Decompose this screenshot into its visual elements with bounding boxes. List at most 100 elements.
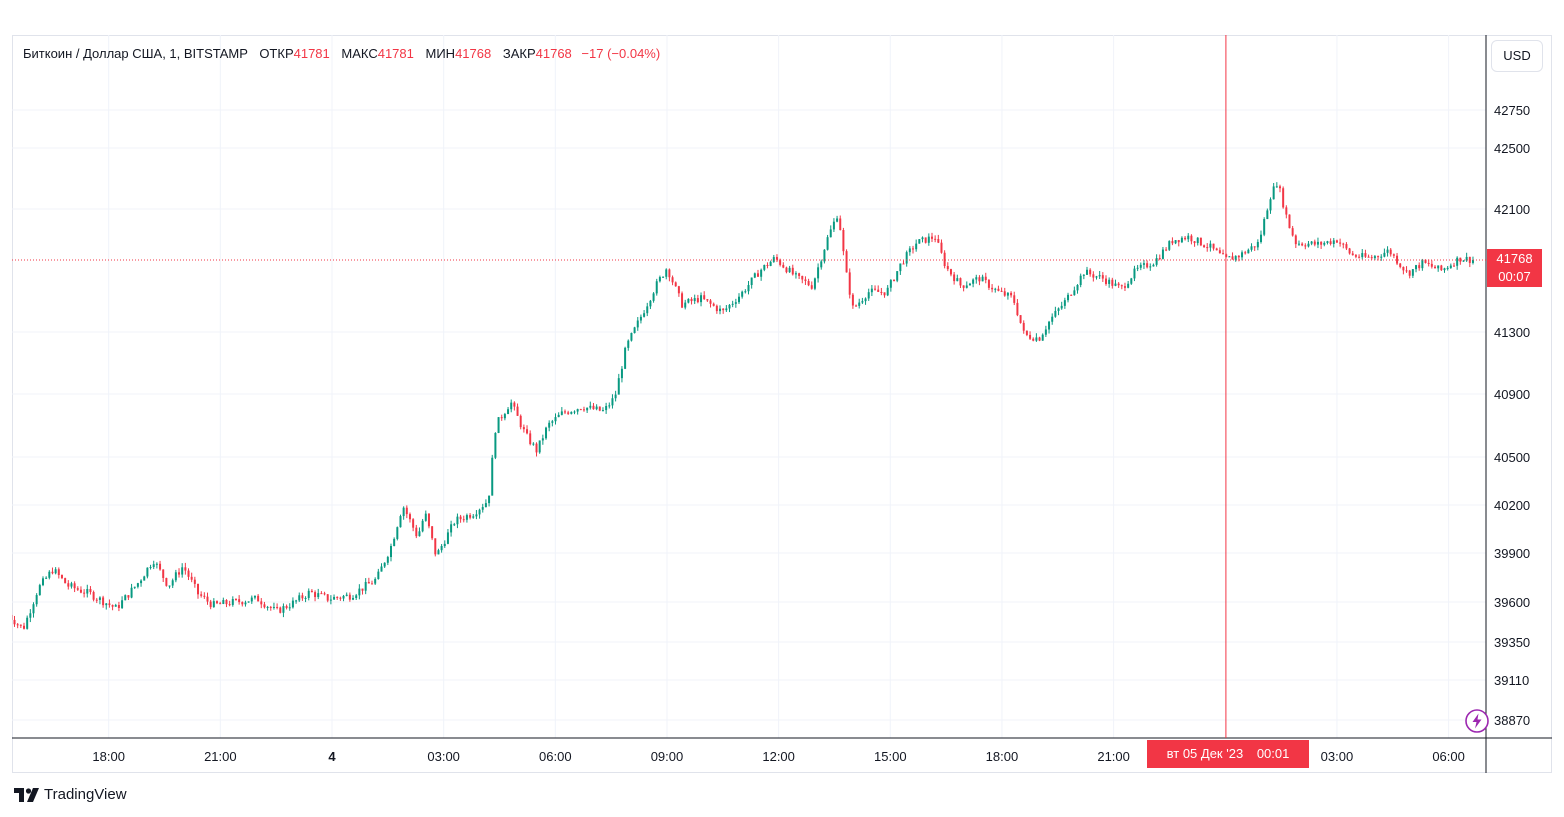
candle-body [700, 295, 703, 303]
candle-body [1127, 283, 1130, 288]
legend-symbol[interactable]: Биткоин / Доллар США, 1, BITSTAMP [23, 46, 248, 61]
candle-body [801, 275, 804, 280]
candle-body [690, 298, 693, 302]
candle-body [333, 596, 336, 600]
candle-body [197, 583, 200, 595]
tradingview-logo[interactable]: TradingView [14, 786, 127, 803]
candle-body [582, 409, 585, 411]
candle-body [1203, 245, 1206, 248]
candle-body [1304, 245, 1307, 247]
candle-body [155, 563, 158, 565]
candle-body [956, 278, 959, 282]
candle-body [377, 571, 380, 580]
candle-body [813, 278, 816, 289]
candle-body [965, 285, 968, 288]
candle-body [1301, 243, 1304, 246]
candle-body [1449, 265, 1452, 268]
candle-body [614, 394, 617, 399]
candle-body [1187, 235, 1190, 240]
candle-body [535, 443, 538, 453]
candle-body [715, 305, 718, 312]
candle-body [1323, 242, 1326, 245]
candle-body [279, 607, 282, 613]
candle-body [734, 302, 737, 304]
candle-body [1111, 279, 1114, 286]
candle-body [541, 438, 544, 441]
candle-body [519, 415, 522, 428]
candle-body [1120, 285, 1123, 287]
candle-body [845, 251, 848, 273]
candle-body [1073, 290, 1076, 296]
candle-body [1104, 278, 1107, 284]
candle-body [187, 570, 190, 577]
candle-body [1038, 337, 1041, 341]
candle-body [181, 567, 184, 575]
legend-open-label: ОТКР [259, 46, 294, 61]
candle-body [1285, 207, 1288, 215]
candle-body [1434, 266, 1437, 269]
candle-body [393, 538, 396, 546]
candle-body [769, 261, 772, 266]
candle-body [943, 252, 946, 267]
candle-body [1459, 257, 1462, 262]
candle-body [725, 308, 728, 311]
candle-body [1291, 228, 1294, 236]
candle-body [1206, 247, 1209, 249]
candle-body [655, 281, 658, 294]
y-tick-label: 39110 [1494, 673, 1529, 688]
candle-body [563, 411, 566, 413]
candle-body [804, 279, 807, 282]
candle-body [1332, 240, 1335, 244]
tradingview-logo-icon [14, 787, 39, 802]
candle-body [1288, 214, 1291, 229]
candle-body [1095, 276, 1098, 278]
candle-body [601, 410, 604, 412]
candle-body [870, 288, 873, 293]
y-tick-label: 40500 [1494, 450, 1530, 465]
candle-body [1098, 275, 1101, 277]
legend: Биткоин / Доллар США, 1, BITSTAMP ОТКР41… [23, 46, 660, 61]
candle-body [95, 599, 98, 601]
candle-body [41, 578, 44, 586]
candle-body [269, 606, 272, 608]
candle-body [1361, 253, 1364, 258]
x-tick-label: 06:00 [1432, 749, 1465, 764]
y-tick-label: 42100 [1494, 202, 1530, 217]
candle-body [756, 273, 759, 277]
candle-body [1427, 262, 1430, 264]
candle-body [307, 590, 310, 598]
candle-body [323, 593, 326, 595]
candle-body [899, 263, 902, 272]
candle-body [972, 279, 975, 284]
candle-body [953, 274, 956, 282]
candle-body [19, 624, 22, 626]
candle-body [1016, 302, 1019, 316]
legend-low-label: МИН [425, 46, 456, 61]
candle-body [165, 577, 168, 586]
candle-body [446, 532, 449, 544]
price-chart[interactable]: 42750 42500 42100 41300 40900 40500 40200 39900… [12, 35, 1552, 773]
candle-body [1269, 199, 1272, 211]
candle-body [1168, 241, 1171, 250]
candle-body [1437, 265, 1440, 269]
candle-body [1076, 284, 1079, 291]
candle-body [295, 600, 298, 602]
lightning-bolt-icon[interactable] [1464, 708, 1490, 734]
candle-body [1133, 268, 1136, 279]
candle-body [1193, 241, 1196, 244]
candle-body [902, 263, 905, 265]
candle-body [209, 601, 212, 608]
candle-body [886, 287, 889, 296]
candle-body [1130, 278, 1133, 284]
candle-body [475, 514, 478, 517]
candle-body [1313, 241, 1316, 245]
candle-body [538, 440, 541, 453]
candle-body [130, 587, 133, 598]
candle-body [788, 267, 791, 273]
candle-body [200, 594, 203, 596]
candle-body [1354, 255, 1357, 257]
candle-body [389, 545, 392, 558]
candle-body [238, 599, 241, 603]
currency-button[interactable]: USD [1491, 40, 1543, 72]
candle-body [763, 264, 766, 270]
